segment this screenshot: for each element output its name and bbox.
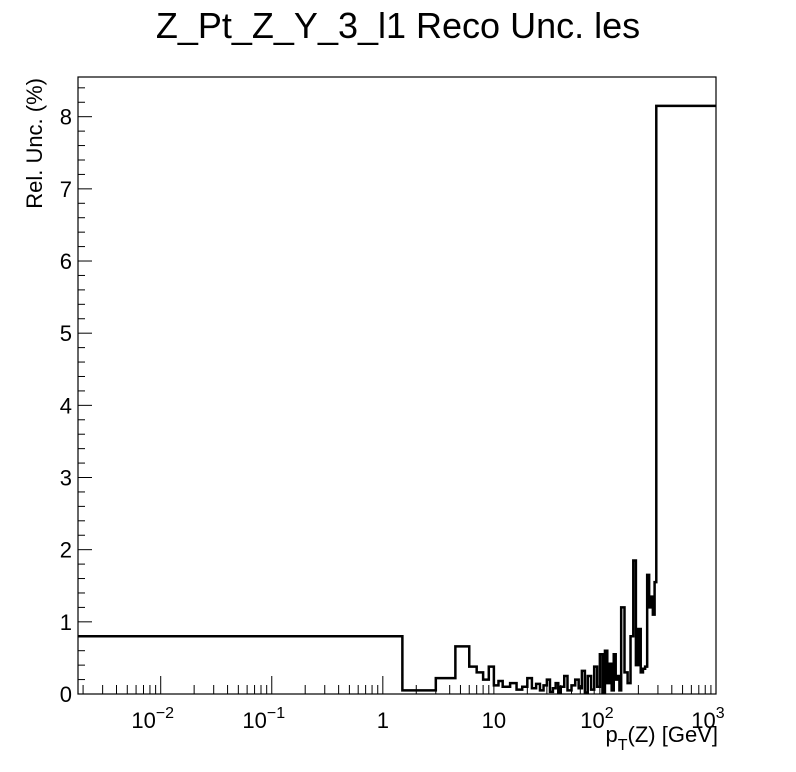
plot-frame	[77, 76, 717, 695]
y-tick-label: 4	[60, 393, 72, 418]
y-tick-label: 7	[60, 177, 72, 202]
histogram-series-line	[78, 104, 716, 694]
x-tick-label: 102	[580, 705, 613, 733]
y-tick-label: 6	[60, 249, 72, 274]
y-tick-label: 0	[60, 682, 72, 707]
y-tick-label: 8	[60, 105, 72, 130]
y-tick-label: 5	[60, 321, 72, 346]
x-axis-label-rest: (Z) [GeV]	[628, 722, 718, 747]
x-axis-label-sub: T	[618, 737, 628, 754]
x-tick-base: 10	[580, 708, 604, 733]
y-tick-label: 1	[60, 610, 72, 635]
chart-title: Z_Pt_Z_Y_3_l1 Reco Unc. les	[156, 5, 640, 46]
y-tick-label: 2	[60, 538, 72, 563]
x-tick-base: 1	[377, 708, 389, 733]
x-tick-base: 10	[482, 708, 506, 733]
x-tick-label: 10−1	[242, 705, 285, 733]
x-tick-labels: 10−2 10−1 1 10 102 103	[131, 705, 724, 733]
axis-ticks	[78, 87, 717, 695]
y-tick-labels: 0 1 2 3 4 5 6 7 8	[60, 105, 72, 707]
x-axis-label-main: p	[606, 722, 618, 747]
svg-text:pT(Z) [GeV]: pT(Z) [GeV]	[606, 722, 718, 754]
y-tick-label: 3	[60, 466, 72, 491]
x-tick-base: 10	[691, 708, 715, 733]
x-tick-label: 10	[482, 708, 506, 733]
x-tick-label: 10−2	[131, 705, 174, 733]
x-axis-label: pT(Z) [GeV]	[606, 722, 718, 754]
x-tick-base: 10	[242, 708, 266, 733]
x-tick-exponent: −1	[267, 705, 285, 722]
x-tick-label: 1	[377, 708, 389, 733]
x-tick-base: 10	[131, 708, 155, 733]
y-axis-label: Rel. Unc. (%)	[22, 78, 47, 209]
x-tick-exponent: 2	[605, 705, 614, 722]
x-tick-label: 103	[691, 705, 724, 733]
x-tick-exponent: 3	[716, 705, 725, 722]
x-tick-exponent: −2	[156, 705, 174, 722]
